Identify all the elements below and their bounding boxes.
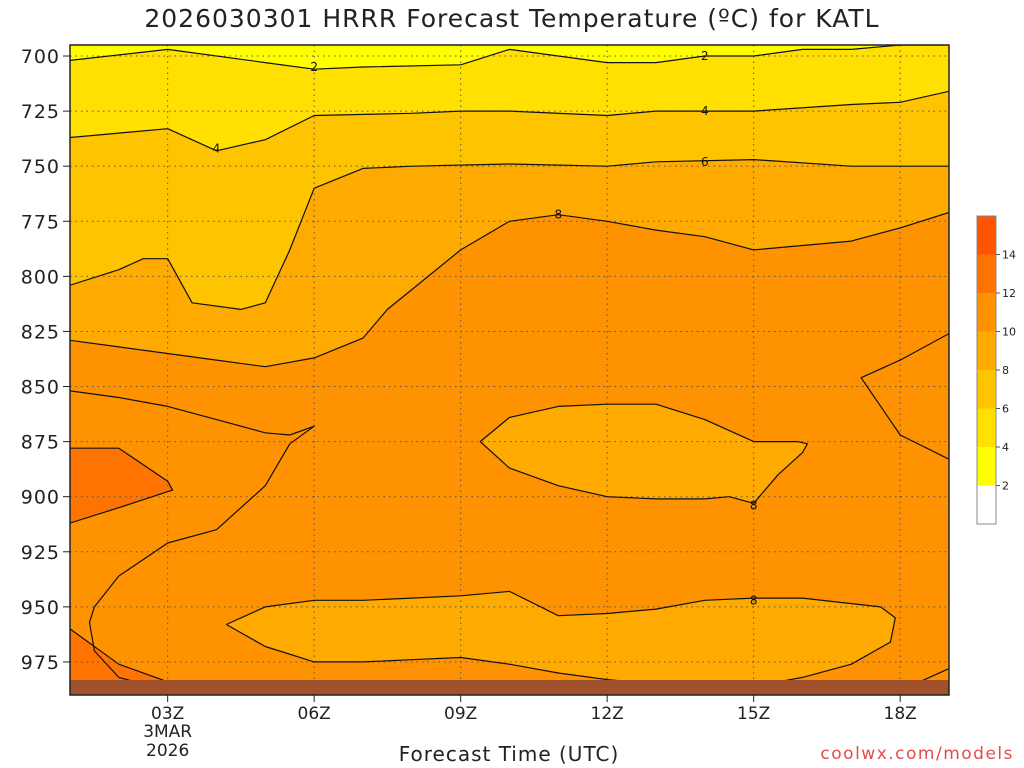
credit-link[interactable]: coolwx.com/models	[820, 744, 1014, 764]
x-tick-label: 12Z	[591, 704, 624, 724]
contour-label: 8	[750, 593, 758, 607]
y-tick-label: 800	[21, 266, 60, 288]
contour-8c	[226, 590, 896, 680]
contour-label: 2	[310, 60, 318, 74]
colorbar-swatch	[977, 408, 996, 447]
band-12-14-bottom-left	[70, 628, 163, 680]
contour-12b	[70, 628, 165, 680]
contour-label: 8	[750, 499, 758, 513]
colorbar-swatch	[977, 370, 996, 409]
contour-2	[70, 45, 949, 70]
x-axis-title: Forecast Time (UTC)	[398, 742, 620, 766]
colorbar-swatch	[977, 331, 996, 370]
y-tick-label: 975	[21, 652, 60, 674]
colorbar-swatch	[977, 485, 996, 524]
x-tick-label: 18Z	[884, 704, 917, 724]
contour-4	[70, 90, 949, 152]
y-axis: 700 725 750 775 800 825 850 875 900 925 950 975	[21, 46, 70, 674]
colorbar-tick-label: 10	[1002, 326, 1016, 339]
chart-title: 2026030301 HRRR Forecast Temperature (ºC…	[144, 4, 880, 33]
colorbar-swatch	[977, 254, 996, 293]
contour-lines	[70, 45, 949, 680]
plot-frame	[69, 44, 950, 696]
colorbar-swatch	[977, 447, 996, 486]
x-date-label: 2026	[146, 741, 189, 761]
contour-label: 4	[701, 104, 709, 118]
contour-label: 4	[213, 142, 221, 156]
x-tick-label: 06Z	[298, 704, 331, 724]
y-tick-label: 950	[21, 597, 60, 619]
colorbar-swatch	[977, 293, 996, 332]
colorbar-tick-label: 12	[1002, 287, 1016, 300]
x-tick-label: 09Z	[444, 704, 477, 724]
contour-labels: 2 2 4 4 6 8 8 8	[213, 49, 758, 607]
colorbar-swatch	[977, 216, 996, 255]
contour-12	[70, 447, 174, 524]
band-10-12-lower	[70, 390, 949, 680]
x-tick-label: 15Z	[737, 704, 770, 724]
y-tick-label: 850	[21, 377, 60, 399]
y-tick-label: 925	[21, 542, 60, 564]
colorbar-tick-label: 14	[1002, 249, 1016, 262]
y-tick-label: 825	[21, 321, 60, 343]
grid-lines	[70, 45, 949, 680]
y-tick-label: 900	[21, 487, 60, 509]
y-tick-label: 875	[21, 432, 60, 454]
contour-8	[70, 211, 949, 368]
temperature-color-bands	[70, 45, 949, 680]
contour-10b	[860, 333, 949, 460]
band-2-4	[70, 45, 949, 70]
y-tick-label: 700	[21, 46, 60, 68]
y-tick-label: 725	[21, 101, 60, 123]
ground-strip	[70, 680, 949, 695]
band-4-6	[70, 45, 949, 151]
colorbar-tick-label: 6	[1002, 403, 1009, 416]
colorbar-tick-label: 4	[1002, 441, 1009, 454]
x-date-label: 3MAR	[143, 722, 192, 742]
colorbar-tick-label: 8	[1002, 364, 1009, 377]
colorbar: 2 4 6 8 10 12 14	[976, 215, 1016, 525]
colorbar-tick-label: 2	[1002, 480, 1009, 493]
y-tick-label: 775	[21, 211, 60, 233]
contour-10	[70, 390, 949, 680]
contour-label: 8	[555, 208, 563, 222]
x-tick-label: 03Z	[151, 704, 184, 724]
band-12-14-left	[70, 448, 173, 524]
contour-label: 2	[701, 49, 709, 63]
contour-label: 6	[701, 155, 709, 169]
band-8-10-lower-pocket-top	[226, 591, 896, 680]
contour-8b	[479, 403, 809, 504]
y-tick-label: 750	[21, 156, 60, 178]
band-10-12-right	[861, 333, 949, 460]
contour-6	[70, 159, 949, 310]
